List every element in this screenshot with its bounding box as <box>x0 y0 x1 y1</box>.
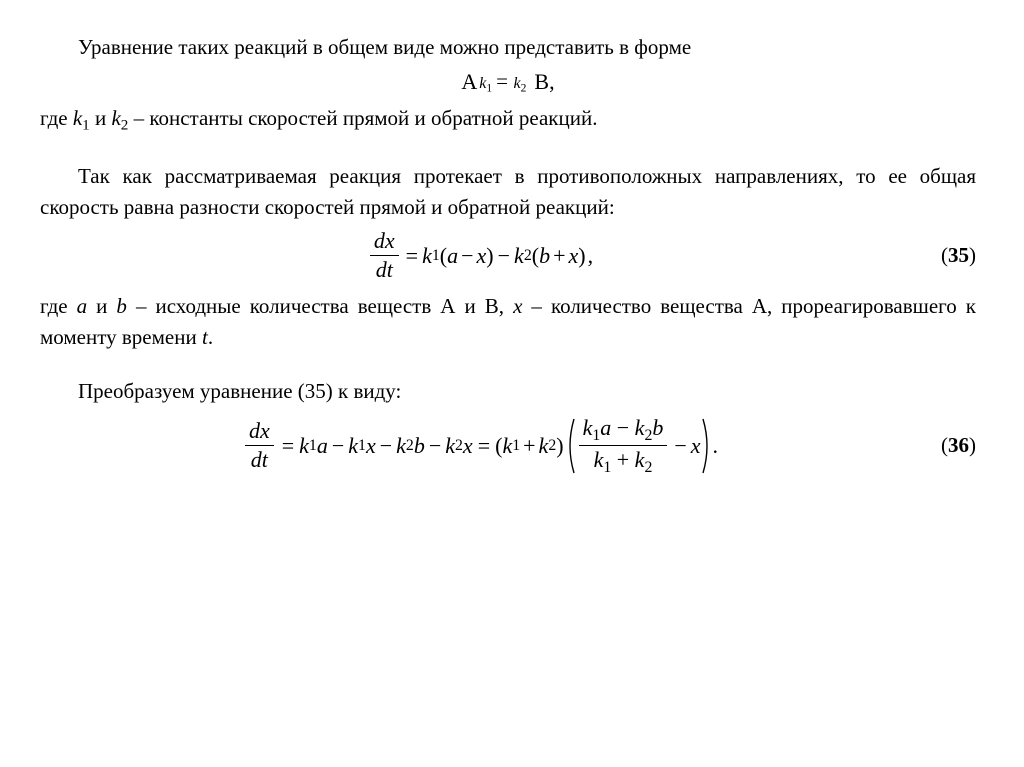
eq35-number: (35) <box>920 243 976 268</box>
eq36-dx: dx <box>245 418 274 446</box>
eq36-t3-k: k <box>396 433 406 459</box>
eq36-m2: − <box>380 433 392 459</box>
p4-mid2: – исходные количества веществ А и В, <box>127 294 513 318</box>
eq36-sum-s1: 1 <box>512 437 520 455</box>
p2-mid2: – константы скоростей прямой и обратной … <box>128 106 597 130</box>
p4-a: а <box>77 294 88 318</box>
eq35-lp1: ( <box>440 243 447 269</box>
eq36-rp1: ) <box>556 433 563 459</box>
eq36-sum-s2: 2 <box>548 437 556 455</box>
paragraph-where-ab: где а и b – исходные количества веществ … <box>40 291 976 352</box>
p2-mid1: и <box>90 106 112 130</box>
p4-b: b <box>116 294 127 318</box>
eq36-t4-k: k <box>445 433 455 459</box>
eq35-lp2: ( <box>532 243 539 269</box>
eq36-dxdt: dx dt <box>245 418 274 473</box>
eq36-number: (36) <box>920 433 976 458</box>
eq36-sum-k1: k <box>502 433 512 459</box>
eq36-eq1: = <box>282 433 294 459</box>
eq1-B: В <box>534 69 549 95</box>
eq35-k2: k <box>514 243 524 269</box>
paragraph-rate-diff: Так как рассматриваемая реакция протекае… <box>40 161 976 222</box>
eq36-m3: − <box>429 433 441 459</box>
eq36-t3-s: 2 <box>406 437 414 455</box>
eq36-lp1: ( <box>495 433 502 459</box>
eq35-dxdt: dx dt <box>370 228 399 283</box>
eq35-eq: = <box>406 243 418 269</box>
paragraph-where-k: где k1 и k2 – константы скоростей прямой… <box>40 103 976 137</box>
equation-reversible: А k1 = k2 В , <box>40 68 976 95</box>
p4-pre: где <box>40 294 77 318</box>
eq1-eq-sign: = <box>496 69 508 93</box>
eq36-content: dx dt = k1a − k1x − k2b − k2x = (k1 + k2… <box>242 415 718 478</box>
eq36-t2-x: x <box>366 433 376 459</box>
eq35-dt: dt <box>370 256 399 283</box>
eq1-rate-labels: k1 = k2 <box>479 68 526 95</box>
equation-35: dx dt = k1 (a − x) − k2 (b + x) , (35) <box>40 228 976 283</box>
eq1-k2-sub: 2 <box>521 83 527 95</box>
eq35-content: dx dt = k1 (a − x) − k2 (b + x) , <box>367 228 593 283</box>
eq36-inner-frac: k1a − k2b k1 + k2 <box>579 415 668 478</box>
p4-x: х <box>513 294 522 318</box>
eq1-k2: k <box>514 75 521 92</box>
eq36-t1-a: a <box>317 433 328 459</box>
eq35-dx: dx <box>370 228 399 256</box>
eq36-dt: dt <box>245 446 274 473</box>
p2-pre: где <box>40 106 73 130</box>
eq35-k1s: 1 <box>432 247 440 265</box>
eq36-tail: . <box>713 433 719 459</box>
eq36-inner-num: k1a − k2b <box>579 415 668 447</box>
paragraph-transform: Преобразуем уравнение (35) к виду: <box>40 376 976 406</box>
p4-mid1: и <box>87 294 116 318</box>
p2-k1s: 1 <box>82 118 90 134</box>
eq35-a: a <box>447 243 458 269</box>
eq36-num-bold: 36 <box>948 433 969 457</box>
eq36-inner-minus: − <box>674 433 686 459</box>
eq36-t4-x: x <box>463 433 473 459</box>
eq36-t1-s: 1 <box>309 437 317 455</box>
eq1-content: А k1 = k2 В , <box>461 68 554 95</box>
eq1-k1-sub: 1 <box>486 83 492 95</box>
eq35-num-bold: 35 <box>948 243 969 267</box>
eq35-k2s: 2 <box>524 247 532 265</box>
page: Уравнение таких реакций в общем виде мож… <box>0 0 1024 767</box>
eq35-midminus: − <box>498 243 510 269</box>
eq35-tail: , <box>588 243 594 269</box>
eq36-bigparen-left <box>564 417 576 475</box>
eq35-b: b <box>539 243 550 269</box>
paragraph-intro: Уравнение таких реакций в общем виде мож… <box>40 32 976 62</box>
eq36-inner-den: k1 + k2 <box>579 446 668 477</box>
eq35-minus1: − <box>461 243 473 269</box>
eq1-tail: , <box>549 69 555 95</box>
p2-k2: k <box>111 106 120 130</box>
eq36-m1: − <box>332 433 344 459</box>
eq36-t2-s: 1 <box>358 437 366 455</box>
eq36-t3-b: b <box>414 433 425 459</box>
eq36-eq2: = <box>478 433 490 459</box>
p4-end: . <box>208 325 213 349</box>
eq35-k1: k <box>422 243 432 269</box>
eq36-inner-x: x <box>691 433 701 459</box>
eq35-plus: + <box>553 243 565 269</box>
eq36-t2-k: k <box>348 433 358 459</box>
eq1-A: А <box>461 69 477 95</box>
eq35-x2: x <box>568 243 578 269</box>
equation-36: dx dt = k1a − k1x − k2b − k2x = (k1 + k2… <box>40 415 976 478</box>
eq36-t1-k: k <box>299 433 309 459</box>
eq36-bigparen-right <box>701 417 713 475</box>
eq36-plus1: + <box>523 433 535 459</box>
eq35-rp1: ) <box>486 243 493 269</box>
eq36-t4-s: 2 <box>455 437 463 455</box>
eq35-rp2: ) <box>578 243 585 269</box>
eq35-x1: x <box>477 243 487 269</box>
eq36-sum-k2: k <box>539 433 549 459</box>
p2-k1: k <box>73 106 82 130</box>
